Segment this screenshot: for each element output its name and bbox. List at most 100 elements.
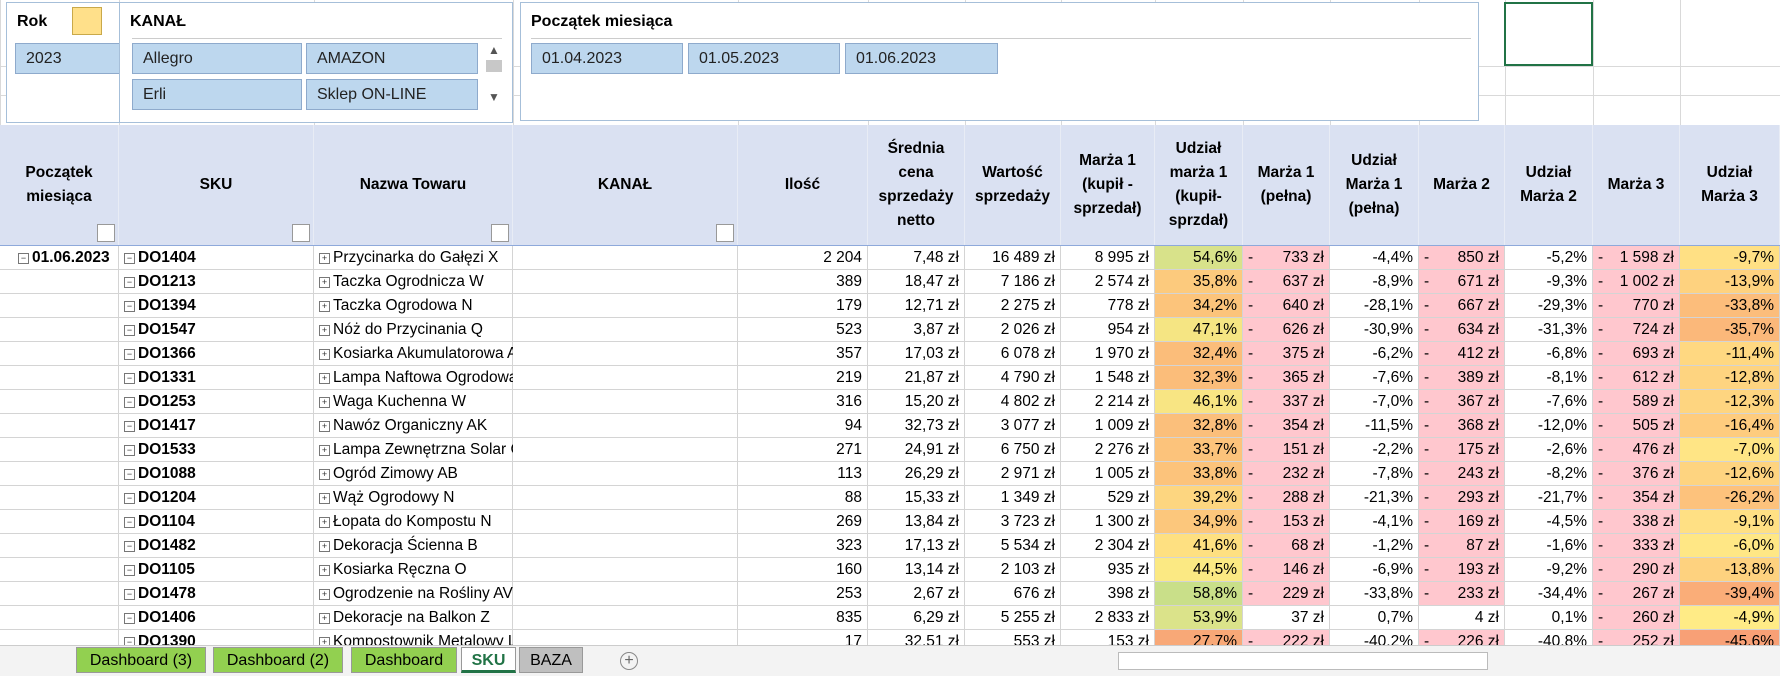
expand-toggle[interactable]: −: [124, 541, 135, 552]
table-cell: -7,0%: [1680, 438, 1780, 462]
table-cell: -5,2%: [1505, 246, 1593, 270]
column-header[interactable]: SKU: [119, 125, 314, 245]
value: -9,2%: [1546, 561, 1588, 578]
expand-toggle[interactable]: −: [124, 565, 135, 576]
table-cell: 33,7%: [1155, 438, 1243, 462]
slicer-kanal[interactable]: KANAŁ Allegro AMAZON Erli Sklep ON-LINE …: [119, 2, 513, 123]
table-cell: 17,03 zł: [868, 342, 965, 366]
expand-toggle[interactable]: −: [124, 421, 135, 432]
slicer-item[interactable]: 01.06.2023: [845, 43, 998, 74]
expand-toggle[interactable]: +: [319, 589, 330, 600]
value: 4 790 zł: [1000, 369, 1055, 386]
value: 1 300 zł: [1094, 513, 1149, 530]
slicer-month[interactable]: Początek miesiąca 01.04.2023 01.05.2023 …: [520, 2, 1479, 121]
table-cell: + Dekoracje na Balkon Z: [314, 606, 513, 630]
selected-cell[interactable]: [1504, 2, 1593, 66]
value: -33,8%: [1724, 297, 1774, 314]
slicer-rok[interactable]: Rok 2023: [6, 2, 140, 123]
expand-toggle[interactable]: −: [124, 445, 135, 456]
expand-toggle[interactable]: +: [319, 541, 330, 552]
sheet-tab[interactable]: SKU: [461, 647, 516, 673]
filter-button[interactable]: [292, 224, 310, 242]
grid-line: [1680, 0, 1681, 125]
sheet-tab[interactable]: Dashboard: [351, 647, 457, 673]
value: 2 971 zł: [1000, 465, 1055, 482]
value: 2 574 zł: [1094, 273, 1149, 290]
value: 253: [836, 585, 862, 602]
expand-toggle[interactable]: −: [124, 613, 135, 624]
column-header[interactable]: Początek miesiąca: [0, 125, 119, 245]
expand-toggle[interactable]: +: [319, 253, 330, 264]
table-cell: [0, 582, 119, 606]
expand-toggle[interactable]: −: [124, 349, 135, 360]
filter-button[interactable]: [491, 224, 509, 242]
h-scrollbar[interactable]: [1118, 652, 1488, 670]
expand-toggle[interactable]: −: [124, 493, 135, 504]
table-cell: 0,1%: [1505, 606, 1593, 630]
expand-toggle[interactable]: +: [319, 325, 330, 336]
expand-toggle[interactable]: +: [319, 421, 330, 432]
slicer-item[interactable]: 01.05.2023: [688, 43, 840, 74]
table-cell: 1 349 zł: [965, 486, 1061, 510]
sign: -: [1598, 441, 1604, 458]
column-header[interactable]: Nazwa Towaru: [314, 125, 513, 245]
table-cell: -13,9%: [1680, 270, 1780, 294]
slicer-item[interactable]: Allegro: [132, 43, 302, 74]
table-cell: 5 534 zł: [965, 534, 1061, 558]
expand-toggle[interactable]: +: [319, 445, 330, 456]
expand-toggle[interactable]: +: [319, 397, 330, 408]
table-cell: + Ogrodzenie na Rośliny AV: [314, 582, 513, 606]
expand-toggle[interactable]: +: [319, 565, 330, 576]
expand-toggle[interactable]: +: [319, 517, 330, 528]
expand-toggle[interactable]: −: [124, 589, 135, 600]
value: 33,7%: [1193, 441, 1237, 458]
filter-button[interactable]: [716, 224, 734, 242]
value: -4,1%: [1372, 513, 1414, 530]
expand-toggle[interactable]: −: [124, 397, 135, 408]
table-cell: -1 598 zł: [1593, 246, 1680, 270]
expand-toggle[interactable]: −: [124, 469, 135, 480]
table-cell: − DO1533: [119, 438, 314, 462]
sheet-tab[interactable]: Dashboard (3): [76, 647, 206, 673]
expand-toggle[interactable]: −: [124, 517, 135, 528]
expand-toggle[interactable]: −: [18, 253, 29, 264]
slicer-scrollbar[interactable]: ▲ ▼: [484, 43, 504, 113]
table-cell: -7,8%: [1330, 462, 1419, 486]
expand-toggle[interactable]: −: [124, 301, 135, 312]
table-cell: 41,6%: [1155, 534, 1243, 558]
multi-select-icon[interactable]: [72, 7, 102, 35]
value: 316: [836, 393, 862, 410]
expand-toggle[interactable]: −: [124, 253, 135, 264]
slicer-item[interactable]: Erli: [132, 79, 302, 110]
expand-toggle[interactable]: +: [319, 613, 330, 624]
expand-toggle[interactable]: +: [319, 373, 330, 384]
add-sheet[interactable]: +: [620, 652, 638, 670]
expand-toggle[interactable]: +: [319, 301, 330, 312]
slicer-item[interactable]: AMAZON: [306, 43, 478, 74]
expand-toggle[interactable]: +: [319, 349, 330, 360]
expand-toggle[interactable]: +: [319, 493, 330, 504]
filter-button[interactable]: [97, 224, 115, 242]
slicer-item[interactable]: 01.04.2023: [531, 43, 683, 74]
expand-toggle[interactable]: +: [319, 277, 330, 288]
expand-toggle[interactable]: −: [124, 373, 135, 384]
slicer-item[interactable]: Sklep ON-LINE: [306, 79, 478, 110]
sign: -: [1598, 537, 1604, 554]
sheet-tab[interactable]: BAZA: [519, 647, 583, 673]
expand-toggle[interactable]: +: [319, 637, 330, 645]
column-header[interactable]: KANAŁ: [513, 125, 738, 245]
expand-toggle[interactable]: −: [124, 277, 135, 288]
value: 676 zł: [1013, 585, 1055, 602]
value: -31,3%: [1537, 321, 1587, 338]
expand-toggle[interactable]: +: [319, 469, 330, 480]
sheet-tab[interactable]: Dashboard (2): [213, 647, 343, 673]
value: 34,9%: [1193, 513, 1237, 530]
table-cell: 2 214 zł: [1061, 390, 1155, 414]
table-cell: − DO1417: [119, 414, 314, 438]
sku: DO1404: [138, 249, 196, 266]
expand-toggle[interactable]: −: [124, 637, 135, 645]
table-cell: 398 zł: [1061, 582, 1155, 606]
table-cell: - 354 zł: [1243, 414, 1330, 438]
expand-toggle[interactable]: −: [124, 325, 135, 336]
